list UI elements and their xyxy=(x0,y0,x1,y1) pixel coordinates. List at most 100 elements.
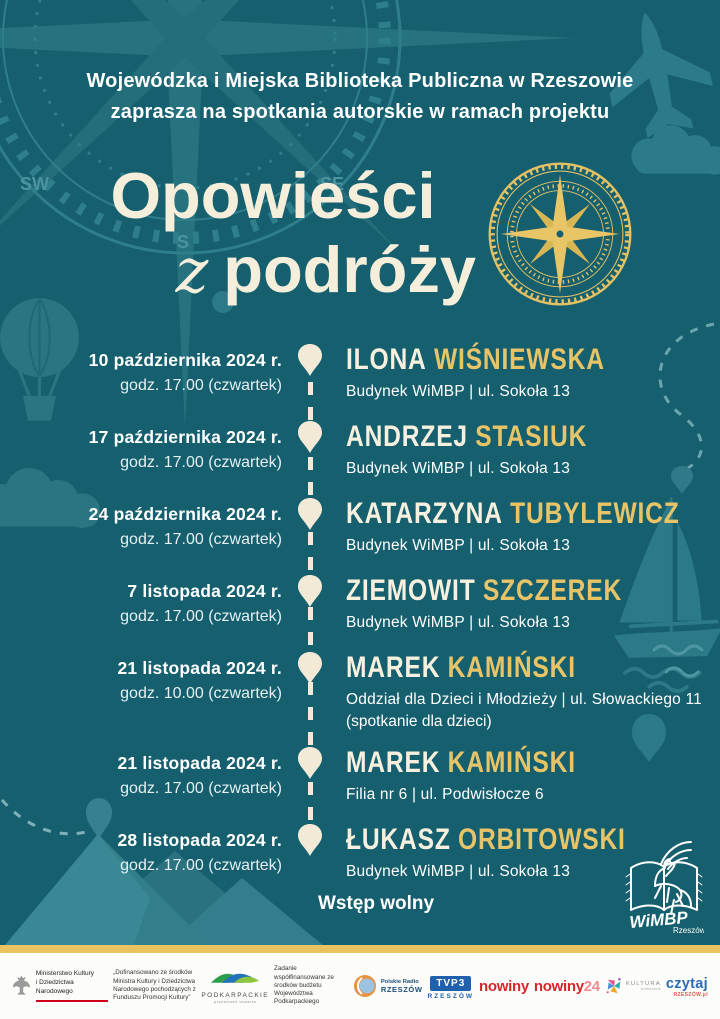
title-line2: z podróży xyxy=(70,234,476,307)
ministry-text: Ministerstwo Kultury i Dziedzictwa Narod… xyxy=(35,970,109,1002)
map-pin-icon xyxy=(298,344,322,376)
podkarpackie-name: PODKARPACKIE xyxy=(201,991,270,999)
event-row: 24 października 2024 r. godz. 17.00 (czw… xyxy=(0,495,720,572)
map-pin-icon xyxy=(298,498,322,530)
event-author: ŁUKASZ ORBITOWSKI xyxy=(346,821,626,855)
event-row: 17 października 2024 r. godz. 17.00 (czw… xyxy=(0,418,720,495)
event-time: godz. 17.00 (czwartek) xyxy=(120,377,282,394)
pinwheel-icon xyxy=(606,977,621,994)
kultura-logo: KULTURA w internecie xyxy=(605,977,661,995)
event-time: godz. 17.00 (czwartek) xyxy=(120,608,282,625)
event-last-name: STASIUK xyxy=(475,420,588,453)
event-date: 7 listopada 2024 r. xyxy=(127,581,282,601)
event-date: 17 października 2024 r. xyxy=(88,427,282,447)
task-funding-text: Zadanie współfinansowane ze środków budż… xyxy=(274,965,334,1006)
admission-text: Wstęp wolny xyxy=(317,893,435,914)
map-pin-icon xyxy=(298,575,322,607)
podkarpackie-tagline: przestrzeń otwarta xyxy=(214,999,257,1004)
radio-icon xyxy=(353,975,376,997)
event-time: godz. 17.00 (czwartek) xyxy=(120,454,282,471)
svg-text:SW: SW xyxy=(20,174,49,194)
title-word2: podróży xyxy=(223,233,476,306)
events-list: 10 października 2024 r. godz. 17.00 (czw… xyxy=(0,341,720,898)
radio-line1: Polskie Radio xyxy=(380,978,419,985)
event-first-name: ZIEMOWIT xyxy=(346,574,476,607)
polskie-radio-logo: Polskie Radio RZESZÓW xyxy=(353,974,423,998)
radio-line2: RZESZÓW xyxy=(380,984,423,994)
event-author: MAREK KAMIŃSKI xyxy=(346,649,576,683)
header-line1: Wojewódzka i Miejska Biblioteka Publiczn… xyxy=(86,70,634,92)
poster-title: Opowieści z podróży xyxy=(70,160,476,307)
event-venue: Oddział dla Dzieci i Młodzieży | ul. Sło… xyxy=(346,691,702,708)
event-venue: Budynek WiMBP | ul. Sokoła 13 xyxy=(346,460,571,477)
event-last-name: TUBYLEWICZ xyxy=(510,497,680,530)
mountains-icon xyxy=(211,973,260,983)
czytaj-rzeszow-logo: czytaj RZESZÓW.pl xyxy=(666,975,708,998)
event-date: 10 października 2024 r. xyxy=(88,350,282,370)
event-date: 21 listopada 2024 r. xyxy=(117,658,282,678)
tvp3-logo: TVP3 RZESZÓW xyxy=(428,973,475,1000)
event-venue: Budynek WiMBP | ul. Sokoła 13 xyxy=(346,863,571,880)
event-venue: Budynek WiMBP | ul. Sokoła 13 xyxy=(346,537,571,554)
event-first-name: MAREK xyxy=(346,651,441,684)
title-z: z xyxy=(175,234,209,307)
event-first-name: ILONA xyxy=(346,343,427,376)
czytaj-main: czytaj xyxy=(665,975,708,992)
event-row: 21 listopada 2024 r. godz. 10.00 (czwart… xyxy=(0,649,720,744)
event-row: 28 listopada 2024 r. godz. 17.00 (czwart… xyxy=(0,821,720,898)
event-author: ZIEMOWIT SZCZEREK xyxy=(346,572,622,606)
czytaj-sub: RZESZÓW.pl xyxy=(673,991,708,998)
nowiny24-main: nowiny xyxy=(533,977,584,995)
event-venue: Filia nr 6 | ul. Podwisłocze 6 xyxy=(346,786,544,803)
event-date: 24 października 2024 r. xyxy=(88,504,282,524)
ministry-line2: i Dziedzictwa Narodowego xyxy=(35,979,74,995)
kultura-name: KULTURA xyxy=(625,981,661,987)
event-row: 7 listopada 2024 r. godz. 17.00 (czwarte… xyxy=(0,572,720,649)
map-pin-icon xyxy=(298,747,322,779)
event-first-name: KATARZYNA xyxy=(346,497,503,530)
nowiny24-suffix: 24 xyxy=(583,977,600,995)
event-first-name: MAREK xyxy=(346,746,441,779)
event-author: MAREK KAMIŃSKI xyxy=(346,744,576,778)
event-note: (spotkanie dla dzieci) xyxy=(346,713,492,730)
wimbp-logo-city: Rzeszów xyxy=(673,926,704,935)
kultura-tagline: w internecie xyxy=(640,987,661,991)
event-time: godz. 17.00 (czwartek) xyxy=(120,531,282,548)
map-pin-icon xyxy=(298,421,322,453)
event-last-name: WIŚNIEWSKA xyxy=(434,343,605,376)
eagle-icon xyxy=(12,975,31,995)
podkarpackie-logo: PODKARPACKIE przestrzeń otwarta xyxy=(201,969,269,1004)
compass-rose-icon xyxy=(488,162,632,306)
event-time: godz. 17.00 (czwartek) xyxy=(120,780,282,797)
event-venue: Budynek WiMBP | ul. Sokoła 13 xyxy=(346,383,571,400)
title-word1: Opowieści xyxy=(110,159,436,232)
event-last-name: SZCZEREK xyxy=(482,574,623,607)
ministry-logo: Ministerstwo Kultury i Dziedzictwa Narod… xyxy=(12,970,109,1002)
event-date: 28 listopada 2024 r. xyxy=(117,830,282,850)
nowiny24-logo: nowiny24 xyxy=(534,978,600,995)
event-last-name: KAMIŃSKI xyxy=(447,746,576,779)
event-row: 10 października 2024 r. godz. 17.00 (czw… xyxy=(0,341,720,418)
funding-text: „Dofinansowano ze środków Ministra Kultu… xyxy=(113,969,196,1002)
event-last-name: ORBITOWSKI xyxy=(458,823,626,856)
tvp3-city: RZESZÓW xyxy=(427,992,475,1000)
event-last-name: KAMIŃSKI xyxy=(447,651,576,684)
header-line2: zaprasza na spotkania autorskie w ramach… xyxy=(110,101,610,123)
ministry-line1: Ministerstwo Kultury xyxy=(35,970,95,978)
poster-header: Wojewódzka i Miejska Biblioteka Publiczn… xyxy=(0,66,720,128)
event-author: ANDRZEJ STASIUK xyxy=(346,418,587,452)
nowiny-logo: nowiny xyxy=(479,977,529,995)
map-pin-icon xyxy=(298,652,322,684)
map-pin-icon xyxy=(298,824,322,856)
event-time: godz. 10.00 (czwartek) xyxy=(120,685,282,702)
gold-divider xyxy=(0,945,720,953)
tvp3-box: TVP3 xyxy=(430,975,472,991)
sponsor-footer: Ministerstwo Kultury i Dziedzictwa Narod… xyxy=(0,953,720,1019)
event-author: ILONA WIŚNIEWSKA xyxy=(346,341,605,375)
radio-text: Polskie Radio RZESZÓW xyxy=(381,979,423,994)
event-first-name: ANDRZEJ xyxy=(346,420,468,453)
kultura-text: KULTURA w internecie xyxy=(626,981,661,991)
event-row: 21 listopada 2024 r. godz. 17.00 (czwart… xyxy=(0,744,720,821)
event-time: godz. 17.00 (czwartek) xyxy=(120,857,282,874)
